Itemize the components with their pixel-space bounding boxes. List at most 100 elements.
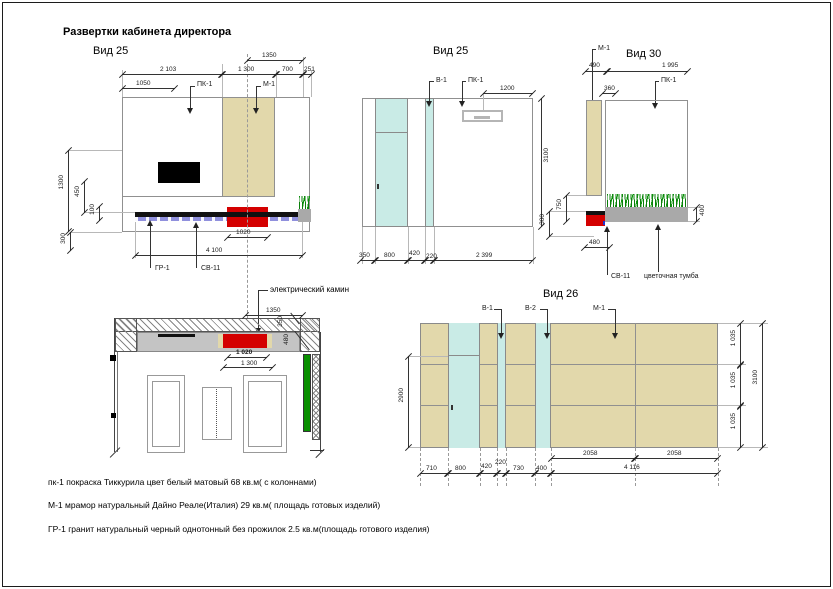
leader-line: [462, 81, 466, 82]
fireplace-plan-red: [223, 334, 267, 348]
dim-2399: 2 399: [476, 252, 493, 259]
wall-niche: [462, 110, 503, 122]
leader-line: [256, 86, 257, 108]
granite-band-gr1: [135, 212, 302, 217]
marble-jamb-left: [218, 334, 223, 348]
dim-line: [303, 74, 312, 75]
extension-line: [483, 93, 484, 110]
dim-350: 350: [277, 316, 284, 327]
extension-line: [480, 448, 481, 486]
dim-line: [535, 473, 551, 474]
dim-2058-b: 2058: [667, 450, 682, 457]
dim-line: [448, 473, 480, 474]
hatched-wall-left: [115, 318, 137, 352]
dim-800: 800: [455, 465, 466, 472]
dim-line: [68, 150, 69, 232]
extension-line: [222, 64, 223, 97]
panel-base-line: [122, 196, 223, 197]
leader-line: [190, 86, 195, 87]
arrow-up-icon: [604, 226, 610, 232]
dim-2103: 2 103: [160, 66, 177, 73]
dim-line: [551, 458, 635, 459]
dim-line: [497, 473, 506, 474]
dim-line: [135, 255, 303, 256]
arrow-down-icon: [652, 103, 658, 109]
dim-1020: 1020: [236, 229, 251, 236]
extension-line: [718, 405, 746, 406]
label-electric-fireplace: электрический камин: [270, 285, 349, 294]
wall-outline: [362, 98, 533, 227]
extension-line: [311, 70, 312, 97]
dim-line: [222, 74, 276, 75]
label-sv11: СВ-11: [201, 265, 221, 272]
label-flower-planter: цветочная тумба: [644, 273, 699, 280]
extension-line: [135, 222, 136, 258]
dim-4116: 4 116: [624, 464, 640, 471]
note-pk1: пк-1 покраска Тиккурила цвет белый матов…: [48, 477, 317, 487]
label-gr1: ГР-1: [155, 265, 170, 272]
material-notes: пк-1 покраска Тиккурила цвет белый матов…: [48, 477, 458, 547]
dim-750: 750: [556, 199, 563, 210]
dim-420: 420: [481, 463, 492, 470]
dim-line: [740, 323, 741, 365]
dim-490: 490: [589, 62, 600, 69]
granite-cap: [586, 211, 605, 215]
dim-800: 800: [384, 252, 395, 259]
switch-block: [111, 413, 116, 418]
dim-line: [434, 260, 533, 261]
door-handle: [377, 184, 379, 189]
extension-line: [506, 448, 507, 486]
dim-line: [420, 473, 448, 474]
dim-3100: 3100: [543, 148, 550, 163]
dim-2058-a: 2058: [583, 450, 598, 457]
leader-line: [608, 309, 615, 310]
leader-line: [607, 230, 608, 275]
dim-1350: 1350: [266, 307, 281, 314]
dim-450: 450: [74, 186, 81, 197]
dim-line: [247, 60, 303, 61]
coffee-table: [202, 387, 232, 440]
dim-400: 400: [536, 465, 547, 472]
leader-line: [655, 81, 659, 82]
dim-1995: 1 995: [662, 62, 679, 69]
note-m1: М-1 мрамор натуральный Дайно Реале(Итали…: [48, 500, 381, 511]
leader-line: [196, 226, 197, 268]
dim-line: [740, 406, 741, 448]
hatched-wall-right: [300, 318, 320, 352]
leader-line: [150, 224, 151, 268]
dim-line: [584, 247, 610, 248]
dim-1035-b: 1 035: [730, 372, 737, 389]
dim-300: 300: [60, 233, 67, 244]
dim-1035-c: 1 035: [730, 413, 737, 430]
leader-line: [592, 49, 593, 106]
dim-100: 100: [89, 204, 96, 215]
dim-line: [566, 195, 567, 222]
leader-line: [256, 86, 261, 87]
extension-line: [566, 195, 586, 196]
dim-line: [122, 74, 222, 75]
label-b1: В-1: [482, 305, 493, 312]
extension-line: [420, 448, 421, 486]
arrow-down-icon: [498, 333, 504, 339]
leader-line: [592, 49, 596, 50]
extension-line: [408, 356, 448, 357]
dim-line: [99, 206, 100, 221]
label-pk1: ПК-1: [661, 77, 677, 84]
dim-line: [541, 98, 542, 227]
dim-line: [696, 207, 697, 222]
joint-line: [420, 405, 718, 406]
dim-line: [227, 357, 267, 358]
dim-251: 251: [304, 66, 315, 73]
extension-line: [718, 323, 768, 324]
extension-line: [68, 150, 122, 151]
dim-line: [122, 88, 175, 89]
leader-line: [494, 309, 501, 310]
extension-line: [551, 448, 552, 486]
dim-line: [425, 260, 434, 261]
dim-1300-top: 1 300: [238, 66, 255, 73]
extension-line: [408, 227, 409, 264]
leader-line: [429, 81, 430, 101]
dim-line: [223, 367, 273, 368]
dim-400: 400: [699, 205, 706, 216]
dim-line: [740, 365, 741, 406]
